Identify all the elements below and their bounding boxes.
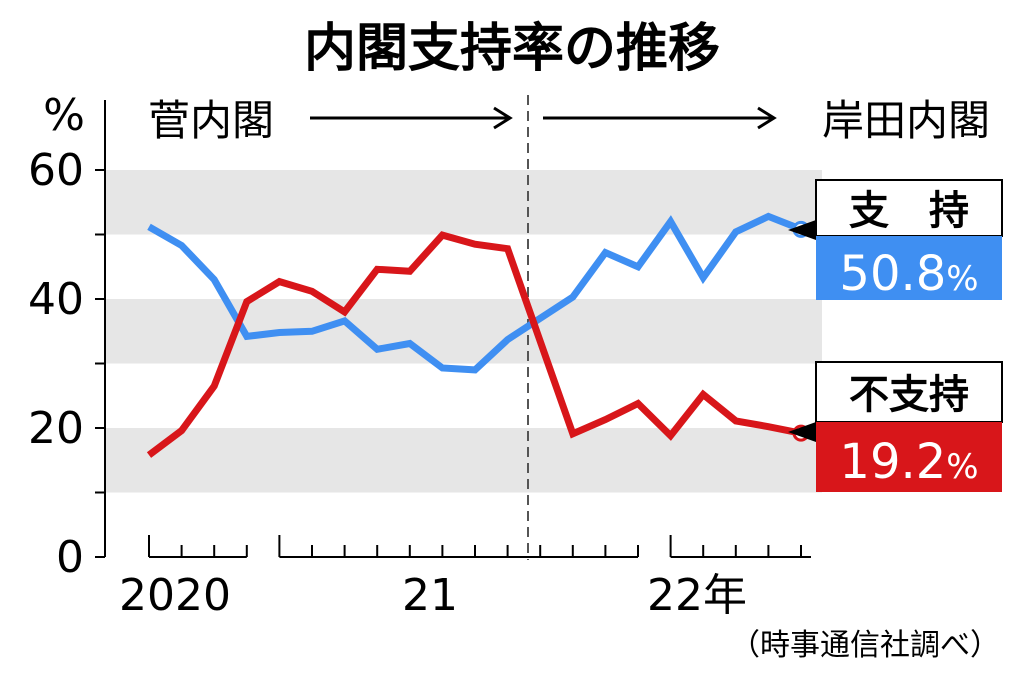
callout-value-support: 50.8%	[839, 246, 978, 302]
y-tick-label-0: 0	[56, 532, 84, 583]
era-arrowhead-suga	[493, 106, 513, 130]
series-line-nonsupport	[146, 231, 802, 458]
callout-pointer-nonsupport	[788, 422, 816, 442]
grid-band	[105, 170, 822, 235]
source-note: （時事通信社調べ）	[730, 628, 1000, 663]
x-label-2020: 2020	[119, 570, 231, 621]
callout-label-nonsupport: 不支持	[849, 372, 969, 418]
callout-box-support-label	[815, 179, 1003, 237]
y-tick-label-60: 60	[28, 145, 84, 196]
grid-bands	[105, 170, 822, 493]
y-unit-label: %	[43, 90, 85, 141]
callout-value-support-number: 50.8	[839, 246, 946, 302]
callout-value-nonsupport-unit: %	[946, 447, 978, 487]
x-label-21: 21	[402, 570, 458, 621]
era-label-kishida: 岸田内閣	[822, 96, 990, 145]
grid-band	[105, 428, 822, 493]
y-tick-label-40: 40	[28, 274, 84, 325]
callout-pointer-support	[788, 220, 816, 240]
callout-value-support-unit: %	[946, 259, 978, 299]
callout-label-support: 支 持	[849, 188, 969, 234]
callout-value-nonsupport: 19.2%	[839, 434, 978, 490]
era-arrowhead-kishida	[757, 106, 777, 130]
callout-box-nonsupport-value	[816, 422, 1002, 492]
series-line-support	[147, 212, 803, 374]
grid-band	[105, 299, 822, 364]
callout-box-support-value	[816, 236, 1002, 300]
x-axis	[148, 535, 811, 558]
chart-title: 内閣支持率の推移	[304, 19, 720, 79]
era-label-suga: 菅内閣	[148, 96, 274, 145]
y-tick-marks	[95, 169, 105, 558]
x-label-22: 22年	[647, 570, 747, 621]
y-tick-label-20: 20	[28, 403, 84, 454]
callout-value-nonsupport-number: 19.2	[839, 434, 946, 490]
